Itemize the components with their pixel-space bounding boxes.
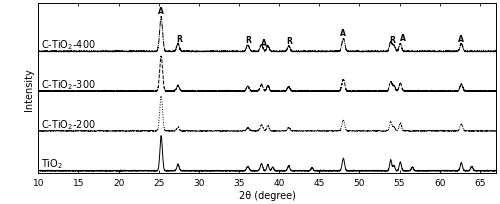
Text: A: A [340,29,346,38]
Text: R: R [245,36,251,45]
Text: C-TiO$_2$-400: C-TiO$_2$-400 [40,38,96,52]
Text: R: R [390,35,395,44]
X-axis label: 2θ (degree): 2θ (degree) [238,190,296,200]
Y-axis label: Intensity: Intensity [24,68,34,110]
Text: A: A [400,34,406,43]
Text: C-TiO$_2$-200: C-TiO$_2$-200 [40,117,96,131]
Text: TiO$_2$: TiO$_2$ [40,157,63,171]
Text: C-TiO$_2$-300: C-TiO$_2$-300 [40,78,96,91]
Text: R: R [286,37,292,45]
Text: R: R [176,34,182,43]
Text: A: A [458,34,464,43]
Text: A: A [261,39,267,48]
Text: A: A [158,7,164,16]
